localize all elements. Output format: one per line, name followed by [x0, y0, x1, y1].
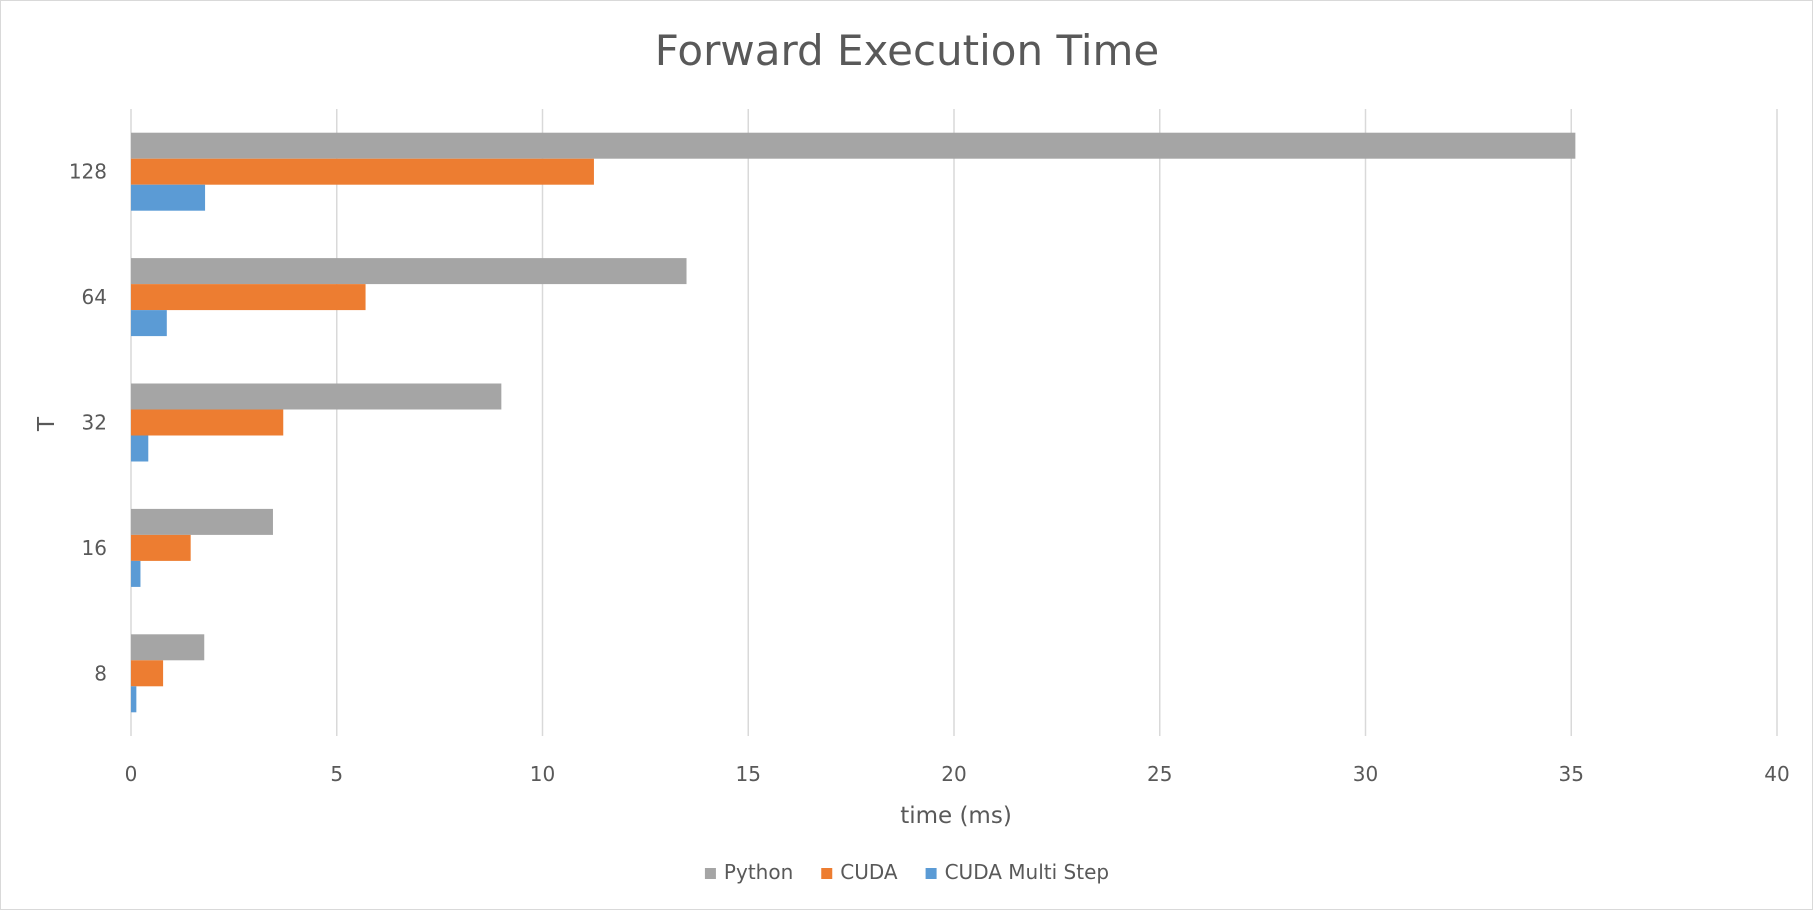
y-axis-title: T: [34, 416, 60, 432]
x-tick-label-10: 10: [530, 762, 555, 786]
y-tick-label-128: 128: [69, 160, 107, 184]
bar-cuda-64: [131, 284, 366, 311]
bar-python-8: [131, 634, 205, 661]
bar-python-16: [131, 508, 273, 535]
x-axis-title: time (ms): [900, 803, 1012, 829]
x-tick-label-20: 20: [941, 762, 966, 786]
y-tick-label-8: 8: [94, 661, 107, 685]
y-tick-label-32: 32: [82, 411, 107, 435]
bar-python-128: [131, 132, 1576, 159]
bar-cuda-multi-step-16: [131, 560, 141, 587]
chart-title: Forward Execution Time: [655, 26, 1160, 75]
x-tick-label-25: 25: [1147, 762, 1172, 786]
legend-item-cuda: CUDA: [821, 860, 898, 884]
x-tick-label-0: 0: [125, 762, 138, 786]
legend-label-cuda-multi-step: CUDA Multi Step: [945, 860, 1109, 884]
legend-item-cuda-multi-step: CUDA Multi Step: [925, 860, 1109, 884]
x-tick-label-30: 30: [1353, 762, 1378, 786]
bar-cuda-multi-step-64: [131, 310, 167, 337]
legend-swatch-python: [704, 868, 716, 879]
bar-cuda-multi-step-128: [131, 184, 206, 211]
legend: Python CUDA CUDA Multi Step: [704, 860, 1109, 884]
bar-cuda-128: [131, 158, 594, 185]
bar-cuda-16: [131, 534, 191, 561]
y-tick-labels: 8 16 32 64 128: [69, 160, 107, 686]
gridlines: [130, 109, 1778, 736]
bar-cuda-multi-step-8: [131, 686, 137, 713]
legend-label-cuda: CUDA: [840, 860, 898, 884]
x-tick-label-40: 40: [1764, 762, 1789, 786]
legend-item-python: Python: [704, 860, 793, 884]
legend-swatch-cuda-multi-step: [925, 868, 937, 879]
x-tick-labels: 0 5 10 15 20 25 30 35 40: [125, 762, 1790, 786]
bar-python-32: [131, 383, 502, 410]
bars: [131, 132, 1576, 713]
bar-cuda-32: [131, 409, 284, 436]
bar-cuda-8: [131, 660, 164, 687]
x-tick-label-15: 15: [736, 762, 761, 786]
legend-label-python: Python: [724, 860, 793, 884]
y-tick-label-16: 16: [82, 536, 107, 560]
legend-swatch-cuda: [821, 868, 833, 879]
bar-cuda-multi-step-32: [131, 435, 149, 462]
y-tick-label-64: 64: [82, 285, 107, 309]
x-tick-label-35: 35: [1559, 762, 1584, 786]
bar-python-64: [131, 258, 687, 285]
x-tick-label-5: 5: [330, 762, 343, 786]
